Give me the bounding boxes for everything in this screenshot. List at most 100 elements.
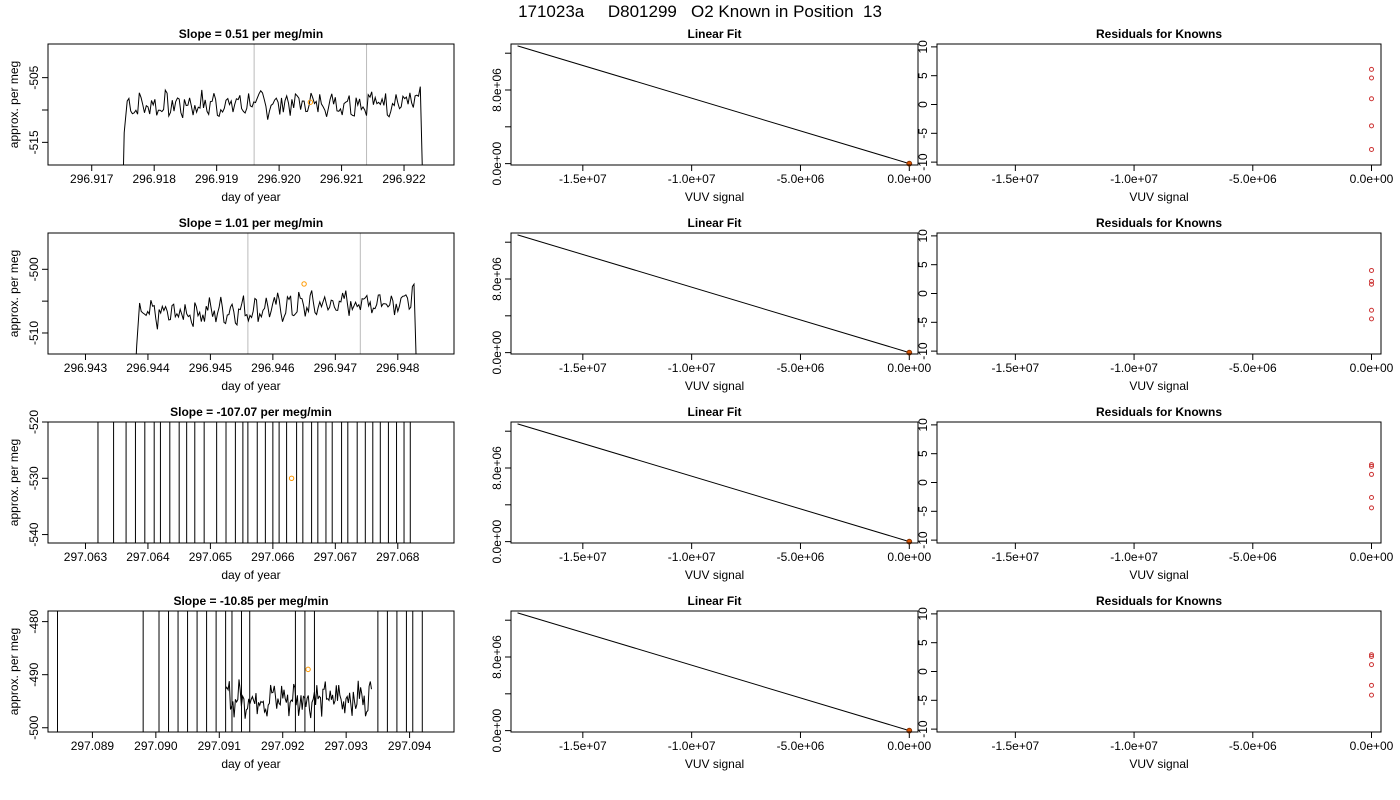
x-axis-label: day of year: [221, 757, 280, 771]
x-tick-label: 296.946: [251, 361, 295, 375]
x-tick-label: -1.5e+07: [559, 550, 607, 564]
main-title: 171023a D801299 O2 Known in Position 13: [518, 2, 882, 21]
y-tick-label: 0: [916, 668, 930, 675]
x-axis-label: VUV signal: [685, 190, 744, 204]
x-tick-label: 296.918: [132, 172, 176, 186]
x-axis-label: day of year: [221, 379, 280, 393]
x-tick-label: 297.089: [71, 739, 115, 753]
x-tick-label: -5.0e+06: [1229, 172, 1277, 186]
panel-frame: [47, 43, 455, 166]
x-tick-label: 0.0e+00: [887, 361, 931, 375]
y-tick-label: 5: [916, 450, 930, 457]
residual-point: [1369, 463, 1375, 469]
plot-area: [517, 45, 910, 165]
x-tick-label: 0.0e+00: [1350, 550, 1394, 564]
panel-frame: [510, 43, 919, 166]
x-tick-label: -1.0e+07: [668, 172, 716, 186]
y-tick-label: 10: [916, 40, 930, 54]
residual-point: [1369, 75, 1375, 81]
panel-5: Linear Fit VUV signal -1.5e+07 -1.0e+07 -5.0…: [490, 216, 931, 393]
y-tick-label: -530: [27, 466, 41, 490]
residual-point: [1369, 316, 1375, 322]
x-tick-label: -1.0e+07: [1110, 550, 1158, 564]
x-axis-label: day of year: [221, 190, 280, 204]
y-tick-label: -505: [27, 65, 41, 89]
plot-area: [97, 422, 411, 543]
x-tick-label: 297.094: [388, 739, 432, 753]
x-tick-label: -1.5e+07: [559, 739, 607, 753]
x-tick-label: 297.064: [126, 550, 170, 564]
panel-title: Residuals for Knowns: [1096, 594, 1222, 608]
panel-title: Linear Fit: [687, 594, 741, 608]
mean-marker: [307, 99, 314, 105]
y-axis-label: approx. per meg: [7, 250, 21, 337]
x-tick-label: 296.944: [126, 361, 170, 375]
y-tick-label: -490: [27, 662, 41, 686]
y-tick-label: -10: [916, 153, 930, 171]
x-axis-label: VUV signal: [685, 757, 744, 771]
y-tick-label: 0.0e+00: [490, 519, 504, 563]
x-tick-label: -5.0e+06: [777, 550, 825, 564]
x-tick-label: -1.0e+07: [1110, 739, 1158, 753]
plot-area: [122, 44, 423, 165]
y-tick-label: 10: [916, 607, 930, 621]
x-tick-label: 0.0e+00: [1350, 739, 1394, 753]
panel-frame: [510, 232, 919, 355]
y-tick-label: 5: [916, 261, 930, 268]
y-axis-label: approx. per meg: [7, 61, 21, 148]
x-tick-label: 296.917: [70, 172, 114, 186]
panel-title: Linear Fit: [687, 216, 741, 230]
x-tick-label: -1.5e+07: [991, 739, 1039, 753]
x-tick-label: 0.0e+00: [887, 739, 931, 753]
residual-point: [1369, 66, 1375, 72]
x-tick-label: 297.093: [324, 739, 368, 753]
y-tick-label: 0.0e+00: [490, 330, 504, 374]
x-tick-label: -1.5e+07: [559, 361, 607, 375]
x-tick-label: 297.092: [261, 739, 305, 753]
x-tick-label: 297.063: [64, 550, 108, 564]
panel-frame: [47, 610, 455, 733]
residual-point: [1369, 281, 1375, 287]
x-tick-label: -5.0e+06: [1229, 739, 1277, 753]
y-tick-label: -500: [27, 257, 41, 281]
y-tick-label: 5: [916, 72, 930, 79]
y-tick-label: 10: [916, 229, 930, 243]
x-tick-label: -1.5e+07: [991, 361, 1039, 375]
residual-point: [1369, 682, 1375, 688]
y-tick-label: 0.0e+00: [490, 141, 504, 185]
residual-point: [1369, 278, 1375, 284]
residual-point: [1369, 123, 1375, 129]
x-tick-label: -1.5e+07: [991, 550, 1039, 564]
y-tick-label: -510: [27, 321, 41, 345]
residual-point: [1369, 662, 1375, 668]
panel-9: Residuals for Knowns VUV signal -1.5e+07 -1…: [916, 405, 1394, 582]
y-tick-label: -5: [916, 128, 930, 139]
x-axis-label: VUV signal: [1129, 379, 1188, 393]
panel-frame: [47, 421, 455, 544]
residual-point: [1369, 96, 1375, 102]
residual-point: [1369, 307, 1375, 313]
panel-11: Linear Fit VUV signal -1.5e+07 -1.0e+07 -5.0…: [490, 594, 931, 771]
panel-title: Slope = 1.01 per meg/min: [179, 216, 323, 230]
y-tick-label: 8.0e+06: [490, 68, 504, 112]
plot-area: [517, 234, 910, 354]
x-tick-label: -1.0e+07: [1110, 361, 1158, 375]
x-tick-label: -1.5e+07: [559, 172, 607, 186]
residual-point: [1369, 462, 1375, 468]
mean-marker: [301, 281, 307, 287]
panel-6: Residuals for Knowns VUV signal -1.5e+07 -1…: [916, 216, 1394, 393]
panel-7: Slope = -107.07 per meg/min day of year ap…: [7, 405, 455, 582]
x-tick-label: 297.065: [189, 550, 233, 564]
x-tick-label: -5.0e+06: [1229, 550, 1277, 564]
plot-area: [517, 423, 910, 543]
y-tick-label: 0: [916, 101, 930, 108]
y-tick-label: -520: [27, 410, 41, 434]
y-tick-label: -500: [27, 715, 41, 739]
y-tick-label: 10: [916, 418, 930, 432]
fit-line: [517, 612, 910, 732]
data-trace: [122, 86, 423, 165]
y-tick-label: 8.0e+06: [490, 635, 504, 679]
y-axis-label: approx. per meg: [7, 439, 21, 526]
residual-point: [1369, 692, 1375, 698]
